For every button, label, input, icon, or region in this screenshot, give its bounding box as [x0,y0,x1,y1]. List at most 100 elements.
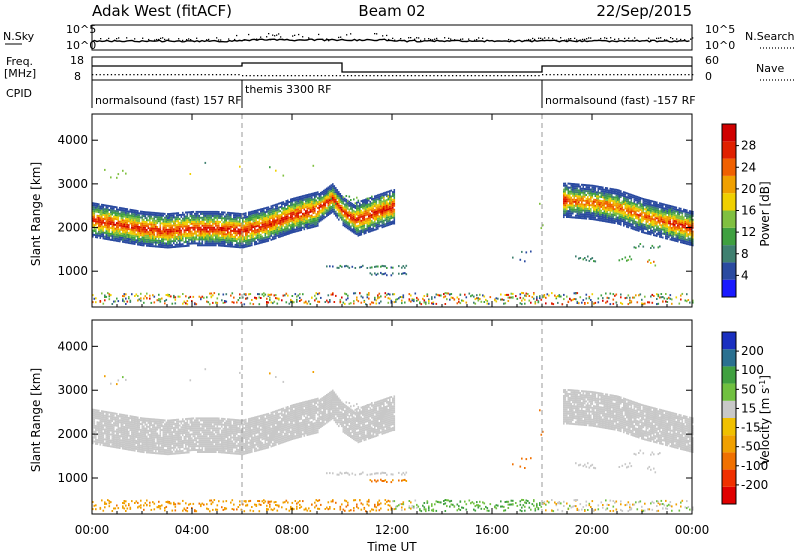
power-cell [635,217,637,219]
power-cell [270,213,273,216]
power-cell [318,300,321,303]
power-cell [198,234,201,237]
power-cell [608,217,610,219]
power-cell [578,203,580,206]
power-cell [252,214,255,217]
nave-dot [643,74,645,76]
power-cell [156,212,159,215]
power-cell [584,203,586,206]
power-cell [630,219,633,222]
power-cell [375,210,378,213]
power-cell [332,193,334,195]
power-cell [227,243,229,246]
power-cell [360,227,363,230]
power-cell [623,197,625,200]
power-cell [111,207,114,210]
power-cell [275,233,277,236]
power-cell [222,221,225,224]
power-cell [176,232,178,234]
power-cell [155,214,157,216]
power-cell [630,215,633,218]
power-cell [566,206,568,209]
power-cell [320,215,322,218]
power-cell [357,218,360,221]
power-cell [294,201,297,204]
power-cell [254,215,256,218]
power-cell [245,232,247,234]
power-cell [359,220,361,223]
power-cell [162,228,165,231]
power-cell [93,224,96,227]
power-cell [537,300,540,303]
power-cell [611,192,613,194]
power-cell [387,301,390,304]
power-cell [351,224,354,227]
power-cell [615,220,618,223]
power-cell [294,228,297,231]
power-cell [630,223,633,226]
power-cell [249,215,252,218]
power-cell [623,201,625,203]
power-cell [101,209,103,212]
power-cell [254,229,256,232]
power-cell [252,233,255,236]
nave-dot [478,75,480,77]
power-cell [270,228,273,231]
power-cell [176,216,178,219]
power-cell [132,209,135,212]
power-cell [140,224,142,227]
power-cell [197,226,199,229]
power-cell [176,220,178,223]
power-cell [198,222,201,225]
power-cell [192,218,195,221]
power-cell [573,200,576,203]
power-cell [339,300,342,303]
power-cell [335,189,337,192]
power-cell [191,232,193,235]
power-cell [419,302,421,305]
power-cell [522,292,525,295]
power-cell [372,215,375,218]
power-cell [614,204,616,207]
power-cell [269,293,271,296]
power-cell [615,194,618,197]
power-cell [110,219,112,222]
power-cell [209,218,211,221]
power-cell [264,219,267,221]
power-cell [578,205,580,208]
power-cell [314,203,316,206]
power-cell [282,201,285,204]
power-cell [357,300,360,303]
nsearch-dot [574,37,576,39]
power-cell [126,223,129,226]
power-cell [140,228,142,231]
power-cell [357,201,360,204]
power-cell [476,294,478,297]
power-cell [290,226,292,228]
power-cell [225,221,228,224]
power-cell [357,214,360,217]
power-cell [143,297,145,300]
nsearch-dot [228,38,230,40]
power-cell [171,240,174,243]
power-cell [225,213,228,216]
power-cell [92,231,94,234]
power-cell [147,231,150,234]
power-cell [240,230,243,233]
power-cell [147,225,150,228]
power-cell [309,226,312,229]
power-cell [227,211,229,214]
power-cell [578,199,580,202]
power-cell [315,292,318,295]
power-cell [377,297,379,300]
power-cell [221,244,223,247]
power-cell [252,224,255,227]
power-cell [138,212,141,215]
power-cell [207,214,210,217]
cpid-segment-3: normalsound (fast) -157 RF [545,94,696,107]
power-cell [246,239,249,242]
nave-dot [688,74,690,76]
power-cell [615,204,618,207]
power-cell [200,296,202,299]
power-cell [461,299,463,302]
